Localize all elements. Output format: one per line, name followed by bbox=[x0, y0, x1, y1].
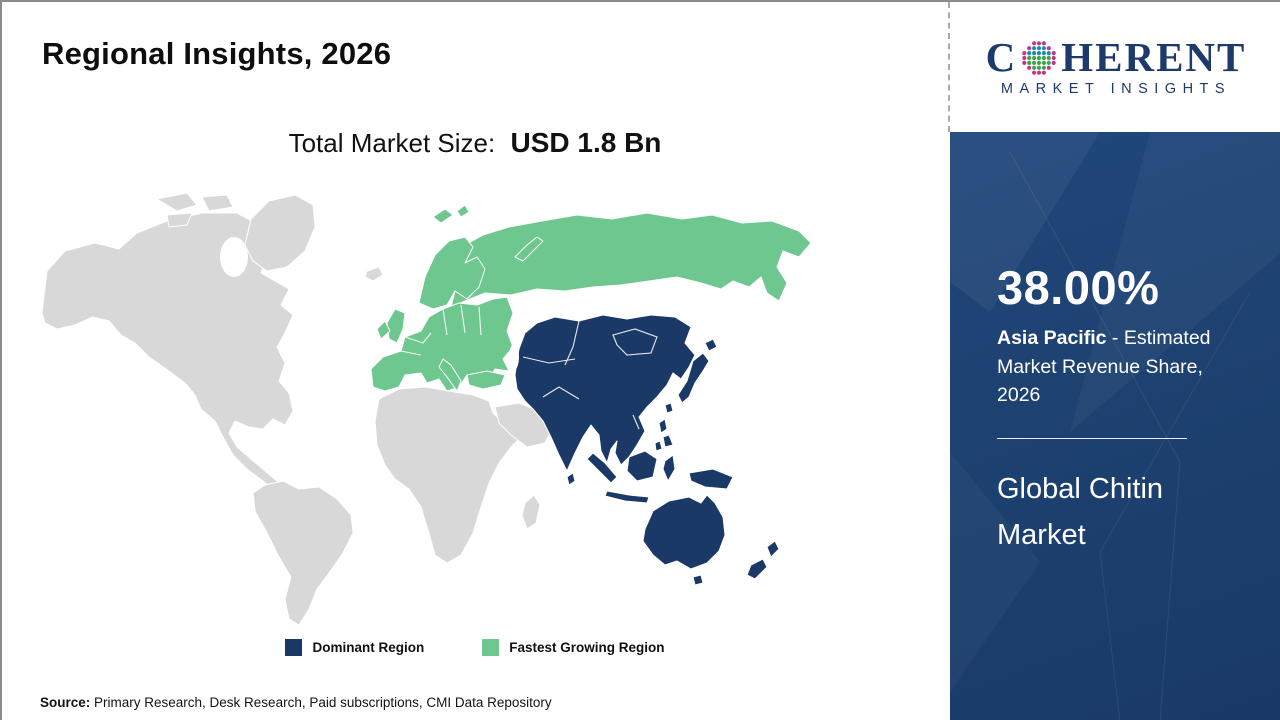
source-text: Primary Research, Desk Research, Paid su… bbox=[90, 695, 552, 710]
legend-swatch-dominant bbox=[285, 639, 303, 656]
world-map-svg bbox=[41, 192, 812, 626]
stat-region: Asia Pacific bbox=[997, 327, 1107, 349]
regions-dominant bbox=[514, 314, 780, 586]
stat-description: Asia Pacific - Estimated Market Revenue … bbox=[997, 324, 1237, 410]
map-legend: Dominant Region Fastest Growing Region bbox=[2, 639, 948, 656]
regions-fastest-growing bbox=[370, 204, 812, 392]
stat-value: 38.00% bbox=[997, 261, 1160, 314]
logo-subtitle: MARKET INSIGHTS bbox=[1000, 81, 1232, 97]
market-size-label: Total Market Size: bbox=[288, 128, 496, 158]
regions-other bbox=[41, 192, 590, 626]
source-label: Source: bbox=[40, 695, 91, 710]
map-detail-lines bbox=[220, 237, 658, 430]
page-title: Regional Insights, 2026 bbox=[42, 36, 392, 71]
market-size-value: USD 1.8 Bn bbox=[510, 127, 662, 158]
sidebar: 38.00% Asia Pacific - Estimated Market R… bbox=[950, 132, 1280, 720]
world-map bbox=[37, 185, 937, 627]
legend-label-fastest: Fastest Growing Region bbox=[509, 640, 665, 655]
company-logo: C HERENT MARKET INSIGHTS bbox=[950, 2, 1280, 132]
stat-desc-text: - Estimated Market Revenue Share, 2026 bbox=[997, 327, 1211, 407]
legend-label-dominant: Dominant Region bbox=[312, 640, 425, 655]
legend-swatch-fastest bbox=[482, 639, 500, 656]
source-line: Source: Primary Research, Desk Research,… bbox=[40, 695, 552, 710]
legend-item-fastest: Fastest Growing Region bbox=[482, 639, 665, 656]
logo-letters-herent: HERENT bbox=[1061, 34, 1247, 80]
logo-letter-c: C bbox=[985, 34, 1018, 80]
header-dashed-divider bbox=[948, 2, 950, 132]
legend-item-dominant: Dominant Region bbox=[285, 639, 424, 656]
market-name: Global Chitin Market bbox=[997, 473, 1164, 551]
market-size-line: Total Market Size: USD 1.8 Bn bbox=[2, 127, 948, 159]
sidebar-divider bbox=[997, 438, 1187, 439]
sidebar-texture bbox=[950, 132, 1280, 720]
logo-globe-icon bbox=[1020, 39, 1058, 77]
logo-wordmark: C HERENT bbox=[986, 37, 1247, 78]
